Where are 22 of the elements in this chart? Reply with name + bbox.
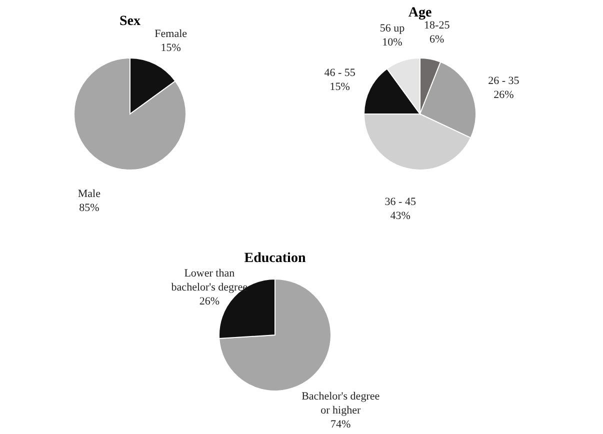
slice-label: Female — [154, 28, 188, 40]
data-label: 26% — [199, 295, 220, 308]
data-label: 15% — [160, 42, 181, 54]
slice-label: 18-25 — [424, 20, 450, 32]
chart-title: Education — [244, 251, 306, 266]
data-label: 85% — [79, 202, 100, 214]
data-label: 15% — [330, 81, 350, 94]
data-label: 6% — [430, 34, 444, 46]
data-label: 10% — [382, 36, 402, 48]
data-label: 26% — [494, 88, 514, 101]
data-label: 74% — [330, 418, 351, 431]
pie-slice — [74, 58, 186, 170]
slice-label: 36 - 45 — [384, 196, 416, 208]
slice-label: 46 - 55 — [324, 67, 356, 80]
chart-title: Sex — [120, 14, 140, 29]
data-label: 43% — [390, 210, 410, 222]
slice-label: Bachelor's degree or higher — [302, 390, 380, 417]
pie-slice — [218, 278, 332, 392]
slice-label: 56 up — [380, 22, 406, 34]
slice-label: 26 - 35 — [488, 74, 520, 87]
chart-title: Age — [408, 6, 432, 21]
slice-label: Male — [78, 188, 101, 200]
